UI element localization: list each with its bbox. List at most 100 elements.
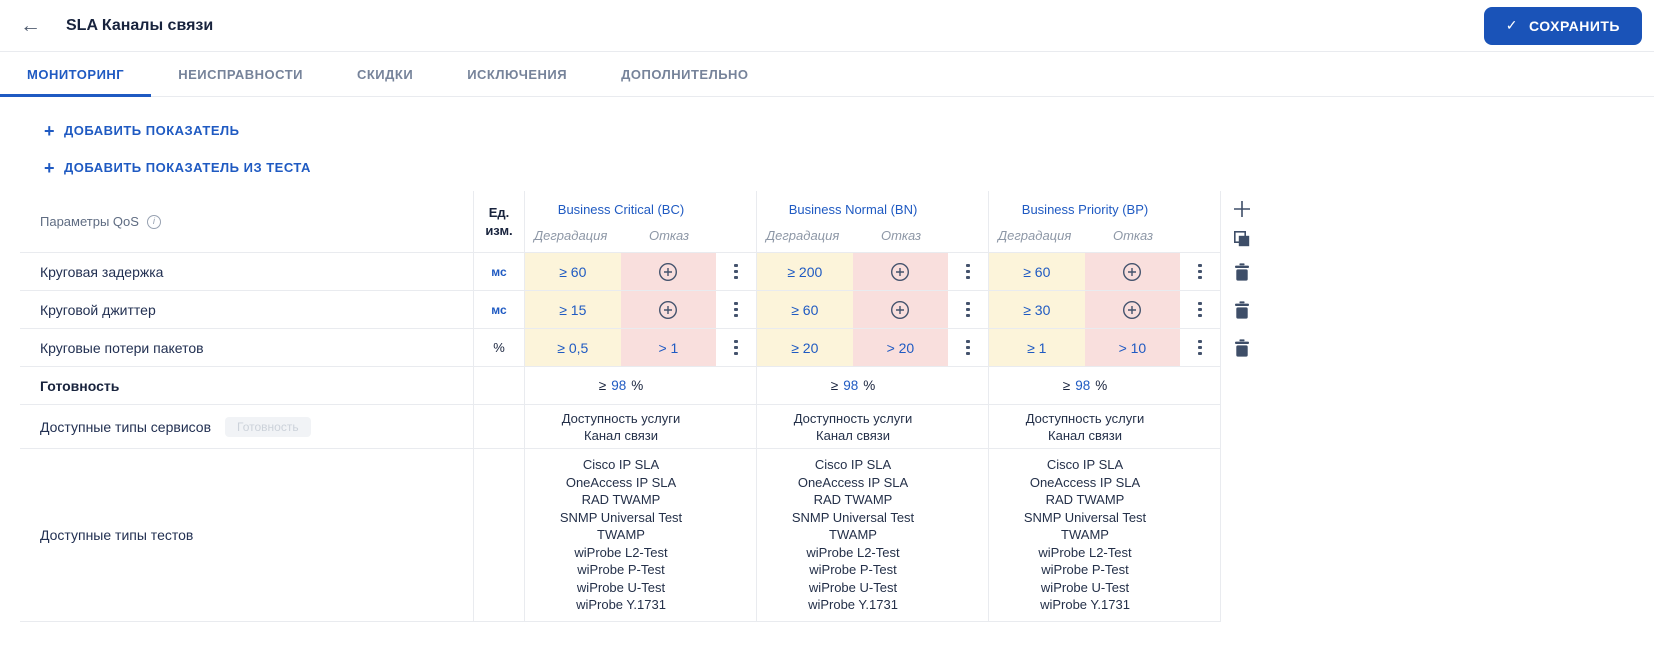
kebab-icon (966, 263, 970, 280)
bn-cells: ≥98% (757, 367, 989, 405)
row-label: Готовность (20, 367, 473, 405)
availability-threshold[interactable]: ≥98% (525, 378, 717, 393)
list-line: Доступность услуги (561, 410, 681, 426)
copy-columns-button[interactable] (1230, 227, 1254, 251)
failure-column-label: Отказ (1112, 228, 1154, 243)
failure-cell-add[interactable] (620, 253, 717, 290)
degradation-cell[interactable]: ≥ 1 (989, 329, 1085, 366)
delete-row-button[interactable] (1232, 337, 1252, 359)
availability-value: 98 (611, 378, 627, 393)
row-menu-button[interactable] (948, 329, 988, 366)
row-menu-button[interactable] (716, 253, 756, 290)
failure-cell[interactable]: > 1 (620, 329, 717, 366)
row-actions (1221, 329, 1263, 367)
availability-threshold[interactable]: ≥98% (989, 378, 1181, 393)
row-label: Доступные типы сервисов (40, 418, 212, 435)
circle-plus-icon (891, 262, 910, 281)
add-column-button[interactable] (1229, 196, 1255, 222)
row-label: Круговой джиттер (20, 291, 473, 329)
bn-cells: ≥ 200 (757, 253, 989, 291)
info-icon[interactable]: i (146, 214, 161, 229)
degradation-cell[interactable]: ≥ 60 (989, 253, 1085, 290)
degradation-cell[interactable]: ≥ 15 (525, 291, 621, 328)
degradation-cell[interactable]: ≥ 60 (525, 253, 621, 290)
degradation-cell[interactable]: ≥ 0,5 (525, 329, 621, 366)
service-types-list: Доступность услуги Канал связи (525, 410, 717, 444)
bp-cells: Доступность услуги Канал связи (989, 405, 1221, 449)
list-line: TWAMP (829, 527, 877, 542)
failure-cell[interactable]: > 10 (1084, 329, 1181, 366)
row-actions-empty (1221, 405, 1263, 449)
list-line: RAD TWAMP (581, 492, 661, 507)
degradation-cell[interactable]: ≥ 200 (757, 253, 853, 290)
plus-icon: + (44, 120, 56, 141)
add-indicator-from-test-button[interactable]: + ДОБАВИТЬ ПОКАЗАТЕЛЬ ИЗ ТЕСТА (44, 159, 311, 177)
unit-value-empty (473, 449, 525, 622)
row-menu-button[interactable] (1180, 291, 1220, 328)
row-actions (1221, 253, 1263, 291)
kebab-icon (734, 301, 738, 318)
tab-faults[interactable]: НЕИСПРАВНОСТИ (178, 66, 303, 82)
circle-plus-icon (1123, 300, 1142, 319)
delete-row-button[interactable] (1232, 299, 1252, 321)
failure-cell-add[interactable] (852, 291, 949, 328)
row-label: Круговая задержка (20, 253, 473, 291)
list-line: wiProbe Y.1731 (1040, 597, 1130, 612)
bc-cells: Доступность услуги Канал связи (525, 405, 757, 449)
list-line: Cisco IP SLA (1046, 457, 1124, 472)
list-line: SNMP Universal Test (791, 509, 915, 525)
row-packet-loss: Круговые потери пакетов % ≥ 0,5 > 1 ≥ 20… (20, 329, 1264, 367)
bc-cells: ≥ 60 (525, 253, 757, 291)
failure-column-label: Отказ (880, 228, 922, 243)
row-menu-button[interactable] (716, 291, 756, 328)
kebab-icon (1198, 339, 1202, 356)
tab-monitoring[interactable]: МОНИТОРИНГ (0, 52, 152, 97)
unit-value-empty (473, 405, 525, 449)
list-line: Канал связи (1048, 427, 1122, 443)
params-header-cell: Параметры QoS i (20, 191, 473, 253)
row-menu-button[interactable] (716, 329, 756, 366)
list-line: wiProbe Y.1731 (576, 597, 666, 612)
unit-header-bottom: изм. (485, 222, 513, 238)
bp-cells: ≥ 60 (989, 253, 1221, 291)
list-line: Cisco IP SLA (582, 457, 660, 472)
add-indicator-button[interactable]: + ДОБАВИТЬ ПОКАЗАТЕЛЬ (44, 120, 240, 141)
back-button[interactable]: ← (20, 14, 50, 38)
list-line: SNMP Universal Test (559, 509, 683, 525)
row-menu-button[interactable] (948, 253, 988, 290)
degradation-column-label: Деградация (766, 228, 840, 243)
unit-header-cell: Ед. изм. (473, 191, 525, 253)
list-line: wiProbe L2-Test (574, 544, 668, 560)
kebab-icon (734, 339, 738, 356)
availability-threshold[interactable]: ≥98% (757, 378, 949, 393)
failure-cell-add[interactable] (1084, 253, 1181, 290)
failure-cell-add[interactable] (620, 291, 717, 328)
circle-plus-icon (659, 262, 678, 281)
row-menu-button[interactable] (948, 291, 988, 328)
row-actions-empty (1221, 449, 1263, 622)
tab-additional[interactable]: ДОПОЛНИТЕЛЬНО (621, 66, 749, 82)
bn-cells: Cisco IP SLA OneAccess IP SLA RAD TWAMP SNM… (757, 449, 989, 622)
degradation-cell[interactable]: ≥ 60 (757, 291, 853, 328)
check-icon: ✓ (1505, 17, 1519, 33)
degradation-cell[interactable]: ≥ 30 (989, 291, 1085, 328)
tab-discounts[interactable]: СКИДКИ (356, 66, 414, 82)
row-menu-button[interactable] (1180, 329, 1220, 366)
list-line: Доступность услуги (1025, 410, 1145, 426)
failure-cell[interactable]: > 20 (852, 329, 949, 366)
list-line: OneAccess IP SLA (1029, 474, 1141, 490)
failure-cell-add[interactable] (852, 253, 949, 290)
degradation-cell[interactable]: ≥ 20 (757, 329, 853, 366)
row-test-types: Доступные типы тестов Cisco IP SLA OneAcc… (20, 449, 1264, 622)
row-service-types: Доступные типы сервисов Готовность Досту… (20, 405, 1264, 449)
kebab-icon (734, 263, 738, 280)
failure-cell-add[interactable] (1084, 291, 1181, 328)
save-button[interactable]: ✓ СОХРАНИТЬ (1483, 6, 1642, 45)
tab-exceptions[interactable]: ИСКЛЮЧЕНИЯ (467, 66, 568, 82)
degradation-column-label: Деградация (534, 228, 608, 243)
delete-row-button[interactable] (1232, 261, 1252, 283)
list-line: OneAccess IP SLA (565, 474, 677, 490)
kebab-icon (1198, 301, 1202, 318)
row-menu-button[interactable] (1180, 253, 1220, 290)
topbar: ← SLA Каналы связи ✓ СОХРАНИТЬ (0, 0, 1654, 52)
